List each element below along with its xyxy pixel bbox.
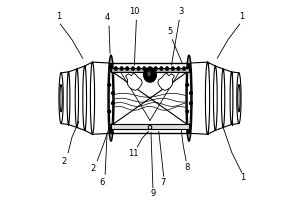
Circle shape	[109, 128, 112, 130]
Ellipse shape	[177, 66, 180, 71]
Ellipse shape	[154, 66, 158, 71]
Ellipse shape	[171, 66, 175, 71]
Ellipse shape	[108, 55, 114, 141]
Circle shape	[112, 92, 114, 95]
Ellipse shape	[60, 85, 62, 112]
Text: 1: 1	[240, 173, 245, 182]
Ellipse shape	[144, 67, 156, 82]
Text: 5: 5	[168, 27, 173, 36]
Circle shape	[111, 124, 113, 127]
Text: 4: 4	[104, 13, 110, 22]
Polygon shape	[126, 73, 142, 90]
Circle shape	[190, 102, 192, 105]
Circle shape	[186, 110, 189, 113]
Ellipse shape	[230, 72, 233, 125]
Circle shape	[187, 66, 190, 69]
Text: 1: 1	[56, 12, 61, 21]
Text: 11: 11	[128, 149, 139, 158]
Ellipse shape	[125, 66, 129, 71]
Ellipse shape	[206, 62, 210, 134]
Ellipse shape	[148, 66, 152, 71]
Circle shape	[190, 92, 192, 95]
Ellipse shape	[221, 69, 225, 127]
Text: 7: 7	[160, 178, 165, 187]
Ellipse shape	[182, 66, 186, 71]
Circle shape	[189, 70, 191, 72]
Polygon shape	[158, 73, 174, 90]
Ellipse shape	[142, 66, 146, 71]
Text: 3: 3	[178, 7, 184, 16]
Text: 1: 1	[239, 12, 244, 21]
Ellipse shape	[238, 85, 240, 112]
Circle shape	[186, 84, 189, 86]
Ellipse shape	[114, 66, 118, 71]
Circle shape	[110, 131, 113, 134]
Ellipse shape	[109, 63, 113, 133]
Ellipse shape	[165, 66, 169, 71]
Text: 2: 2	[91, 164, 96, 173]
Text: 8: 8	[184, 163, 190, 172]
Text: 10: 10	[129, 7, 140, 16]
Ellipse shape	[187, 63, 191, 133]
Circle shape	[187, 131, 190, 134]
Text: 2: 2	[61, 157, 67, 166]
Circle shape	[111, 70, 113, 72]
Circle shape	[112, 102, 114, 105]
Text: 9: 9	[150, 189, 156, 198]
Ellipse shape	[237, 73, 241, 124]
Ellipse shape	[148, 125, 152, 129]
Circle shape	[108, 110, 111, 113]
Bar	[111, 124, 189, 129]
Circle shape	[189, 124, 191, 127]
Ellipse shape	[186, 55, 192, 141]
Ellipse shape	[83, 66, 86, 130]
Ellipse shape	[214, 66, 217, 130]
Ellipse shape	[131, 66, 135, 71]
Circle shape	[187, 128, 190, 130]
Circle shape	[109, 66, 112, 69]
Ellipse shape	[137, 66, 140, 71]
Ellipse shape	[160, 66, 163, 71]
Circle shape	[108, 84, 111, 86]
Ellipse shape	[75, 69, 79, 127]
Ellipse shape	[59, 73, 63, 124]
Bar	[111, 68, 189, 72]
Ellipse shape	[90, 62, 94, 134]
Ellipse shape	[120, 66, 123, 71]
Text: 6: 6	[100, 178, 105, 187]
Ellipse shape	[147, 71, 151, 76]
Ellipse shape	[67, 72, 70, 125]
